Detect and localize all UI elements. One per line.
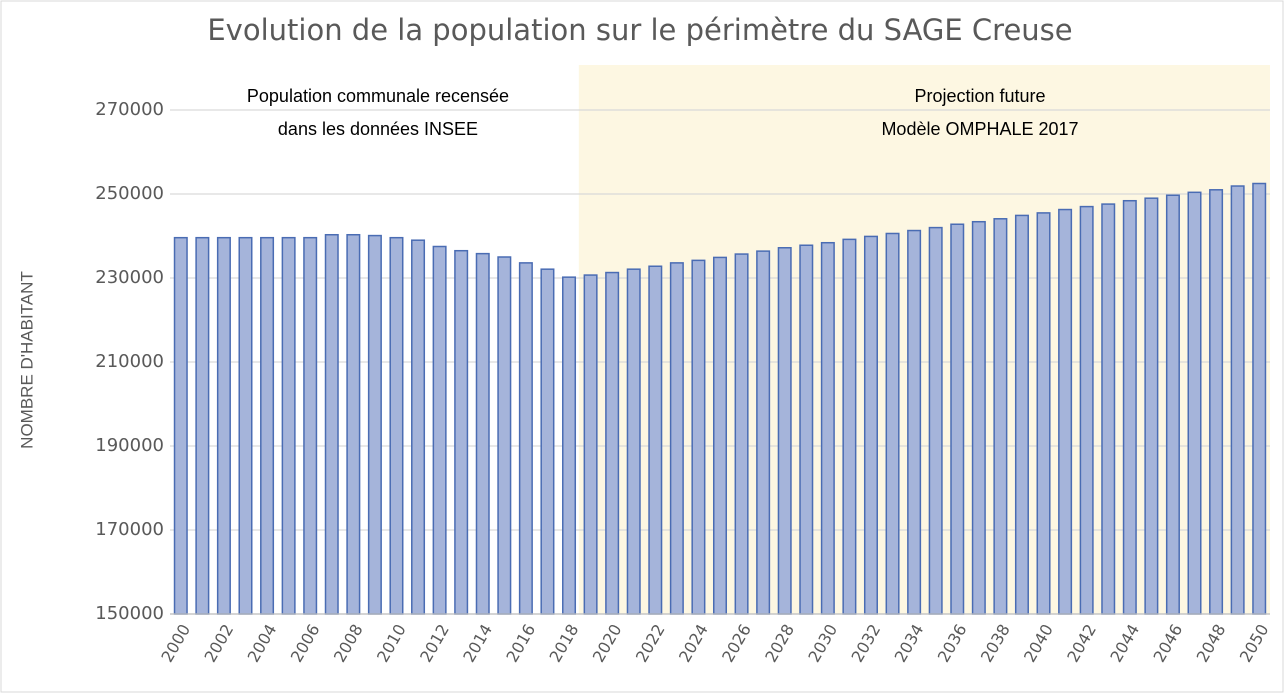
- bar: [993, 218, 1008, 615]
- bar: [777, 247, 792, 615]
- bar: [907, 229, 922, 615]
- bar: [950, 223, 965, 615]
- annotation: dans les données INSEE: [278, 119, 478, 139]
- bar: [540, 268, 555, 615]
- bar: [1122, 199, 1137, 615]
- bar: [669, 262, 684, 615]
- bar: [648, 265, 663, 615]
- bar: [842, 238, 857, 615]
- bar: [928, 226, 943, 615]
- bar: [863, 235, 878, 615]
- bar: [303, 236, 318, 615]
- bar: [1101, 203, 1116, 615]
- chart-title: Evolution de la population sur le périmè…: [207, 13, 1072, 47]
- bar: [432, 245, 447, 615]
- bar: [691, 259, 706, 615]
- bar: [238, 236, 253, 615]
- bar: [1144, 197, 1159, 615]
- bar: [971, 220, 986, 615]
- bar: [1187, 191, 1202, 615]
- bar: [1165, 194, 1180, 615]
- bar: [605, 271, 620, 615]
- bar: [626, 268, 641, 615]
- y-tick-label: 170000: [95, 519, 164, 540]
- bar: [518, 262, 533, 615]
- bar: [885, 232, 900, 615]
- bar: [1014, 214, 1029, 615]
- bar: [411, 239, 426, 615]
- y-tick-label: 230000: [95, 267, 164, 288]
- bar: [820, 241, 835, 615]
- bar: [1252, 182, 1267, 615]
- bar: [389, 236, 404, 615]
- bar: [173, 236, 188, 615]
- y-tick-label: 270000: [95, 99, 164, 120]
- bar: [1230, 185, 1245, 615]
- bar: [497, 256, 512, 615]
- bar: [454, 249, 469, 615]
- annotation: Population communale recensée: [247, 86, 509, 106]
- y-tick-label: 190000: [95, 435, 164, 456]
- bar: [324, 233, 339, 615]
- bar: [1209, 189, 1224, 615]
- bar: [712, 256, 728, 615]
- annotation: Projection future: [914, 86, 1045, 106]
- bar: [281, 236, 296, 615]
- bar: [367, 234, 382, 615]
- bar: [1058, 208, 1073, 615]
- bar: [1079, 205, 1094, 615]
- y-tick-label: 250000: [95, 183, 164, 204]
- y-axis-label: NOMBRE D'HABITANT: [17, 271, 36, 449]
- bar: [216, 236, 231, 615]
- bar: [799, 244, 814, 615]
- bar: [260, 236, 275, 615]
- bar: [475, 252, 490, 615]
- annotation: Modèle OMPHALE 2017: [881, 119, 1078, 139]
- bar: [734, 253, 749, 615]
- bar: [756, 250, 771, 615]
- bar: [1036, 212, 1051, 615]
- y-tick-label: 210000: [95, 351, 164, 372]
- bar: [562, 276, 577, 615]
- bar: [583, 274, 598, 615]
- bar: [195, 236, 210, 615]
- bar: [346, 233, 361, 615]
- y-tick-label: 150000: [95, 603, 164, 624]
